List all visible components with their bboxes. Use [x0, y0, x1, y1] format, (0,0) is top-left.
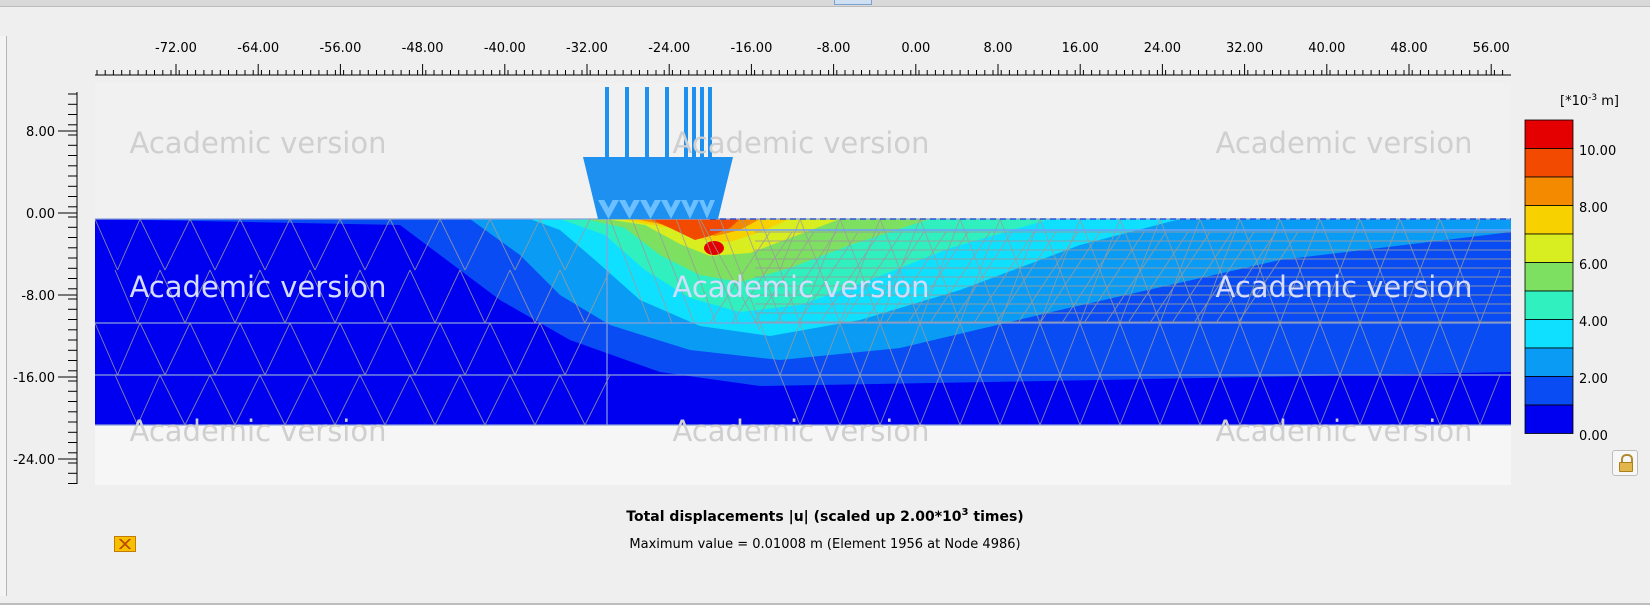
- academic-watermark: Academic version: [130, 414, 387, 448]
- legend-swatch: [1524, 347, 1574, 377]
- load-arrow-shaft: [605, 87, 609, 159]
- load-arrow-shaft: [645, 87, 649, 159]
- toolbar-active-button[interactable]: [834, 0, 872, 5]
- x-tick-label: 8.00: [984, 41, 1013, 56]
- academic-watermark: Academic version: [673, 414, 930, 448]
- y-tick-label: -16.00: [13, 371, 55, 386]
- band-9: [650, 219, 740, 240]
- x-tick-label: 0.00: [901, 41, 930, 56]
- y-tick-label: 8.00: [26, 125, 55, 140]
- load-arrow-shaft: [692, 87, 696, 159]
- legend-swatch: [1524, 404, 1574, 434]
- toolbar-strip: [0, 0, 1650, 7]
- x-tick-label: -24.00: [648, 41, 690, 56]
- color-legend: 10.00 8.00 6.00 4.00 2.00 0.00: [1524, 119, 1616, 444]
- academic-watermark: Academic version: [1216, 126, 1473, 160]
- finite-element-mesh: [94, 218, 1511, 426]
- academic-watermark: Academic version: [130, 270, 387, 304]
- load-arrow-head: [619, 188, 640, 208]
- legend-label: 8.00: [1579, 201, 1608, 216]
- legend-label: 10.00: [1579, 144, 1616, 159]
- lock-icon[interactable]: [1612, 450, 1638, 476]
- load-arrow-head: [699, 188, 715, 208]
- legend-swatch: [1524, 262, 1574, 292]
- load-arrow-head: [640, 200, 661, 219]
- legend-swatch: [1524, 119, 1574, 149]
- legend-swatch: [1524, 205, 1574, 235]
- load-arrow-head: [598, 200, 619, 219]
- x-tick-label: -48.00: [402, 41, 444, 56]
- water-table-line: [710, 218, 1511, 231]
- x-tick-label: -16.00: [730, 41, 772, 56]
- y-tick-label: -24.00: [13, 453, 55, 468]
- max-value-text: Maximum value = 0.01008 m (Element 1956 …: [629, 537, 1021, 552]
- legend-swatch: [1524, 148, 1574, 178]
- x-tick-label: 24.00: [1144, 41, 1181, 56]
- y-axis: 8.00 0.00 -8.00 -16.00 -24.00: [13, 92, 78, 484]
- displacement-result-icon[interactable]: [114, 536, 136, 552]
- watermarks: Academic version Academic version Academic…: [130, 126, 1473, 448]
- x-tick-label: -40.00: [484, 41, 526, 56]
- legend-label: 0.00: [1579, 429, 1608, 444]
- load-arrow-shaft: [665, 87, 669, 159]
- load-arrow-shaft: [684, 87, 688, 159]
- load-arrow-head: [661, 200, 681, 219]
- y-tick-label: -8.00: [21, 289, 55, 304]
- load-arrow-head: [598, 188, 619, 208]
- load-arrows: [583, 87, 733, 219]
- x-tick-label: 40.00: [1308, 41, 1345, 56]
- window-bottom-edge: [0, 603, 1650, 605]
- below-region: [95, 425, 1511, 485]
- air-region: [95, 83, 1511, 219]
- x-tick-label: 32.00: [1226, 41, 1263, 56]
- x-tick-label: 16.00: [1062, 41, 1099, 56]
- x-tick-label: 56.00: [1473, 41, 1510, 56]
- legend-label: 4.00: [1579, 315, 1608, 330]
- x-tick-label: -32.00: [566, 41, 608, 56]
- x-axis: -72.00 -64.00 -56.00 -48.00 -40.00 -32.00 -24.…: [95, 41, 1511, 76]
- load-arrow-head: [681, 188, 699, 208]
- legend-unit: [*10-3 m]: [1560, 93, 1619, 109]
- load-arrow-head: [661, 188, 681, 208]
- load-arrow-shaft: [625, 87, 629, 159]
- academic-watermark: Academic version: [130, 126, 387, 160]
- load-arrow-head: [699, 200, 715, 219]
- load-arrow-shaft: [700, 87, 704, 159]
- load-arrow-head: [681, 200, 699, 219]
- legend-label: 2.00: [1579, 372, 1608, 387]
- load-arrow-head: [640, 188, 661, 208]
- x-tick-label: 48.00: [1390, 41, 1427, 56]
- x-tick-label: -64.00: [237, 41, 279, 56]
- y-tick-label: 0.00: [26, 207, 55, 222]
- x-tick-label: -8.00: [817, 41, 851, 56]
- academic-watermark: Academic version: [673, 270, 930, 304]
- legend-swatch: [1524, 233, 1574, 263]
- left-panel-edge: [0, 36, 7, 596]
- academic-watermark: Academic version: [1216, 270, 1473, 304]
- legend-swatch: [1524, 176, 1574, 206]
- load-arrow-head: [619, 200, 640, 219]
- academic-watermark: Academic version: [673, 126, 930, 160]
- academic-watermark: Academic version: [1216, 414, 1473, 448]
- plot-title: Total displacements |u| (scaled up 2.00*…: [626, 507, 1024, 525]
- legend-swatch: [1524, 319, 1574, 349]
- x-tick-label: -56.00: [319, 41, 361, 56]
- band-10: [704, 241, 724, 255]
- legend-label: 6.00: [1579, 258, 1608, 273]
- legend-swatch: [1524, 290, 1574, 320]
- legend-swatch: [1524, 376, 1574, 406]
- x-tick-label: -72.00: [155, 41, 197, 56]
- load-arrow-shaft: [708, 87, 712, 159]
